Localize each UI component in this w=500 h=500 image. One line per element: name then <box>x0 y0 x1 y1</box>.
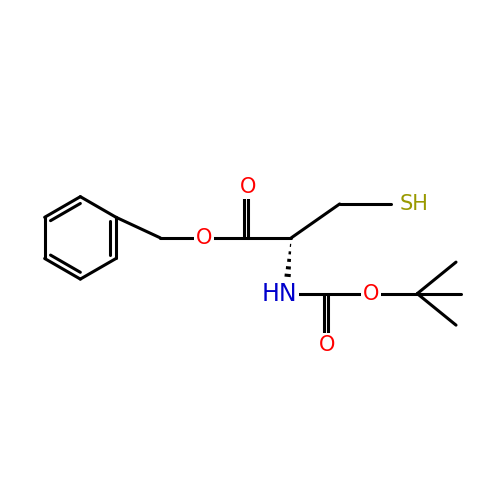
Text: HN: HN <box>262 282 297 306</box>
Text: SH: SH <box>400 194 428 214</box>
Text: O: O <box>196 228 212 248</box>
Text: O: O <box>240 177 256 197</box>
Text: O: O <box>320 334 336 354</box>
Text: O: O <box>363 284 380 304</box>
